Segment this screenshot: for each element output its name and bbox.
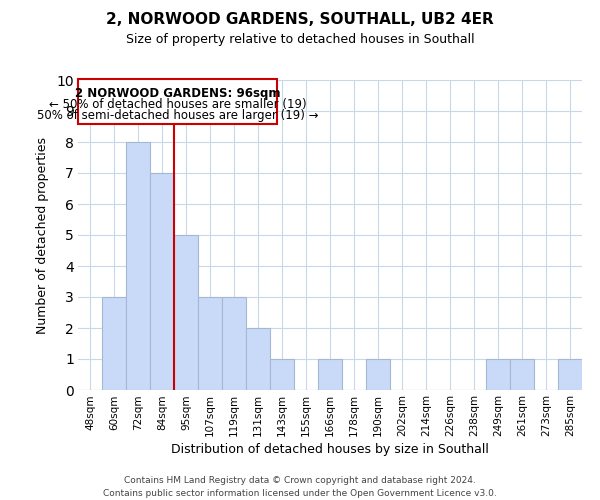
Bar — [102, 297, 126, 390]
Bar — [486, 359, 510, 390]
Bar — [222, 297, 246, 390]
Bar — [126, 142, 150, 390]
Bar — [318, 359, 342, 390]
Text: Size of property relative to detached houses in Southall: Size of property relative to detached ho… — [125, 32, 475, 46]
Y-axis label: Number of detached properties: Number of detached properties — [36, 136, 49, 334]
Bar — [198, 297, 222, 390]
Bar — [558, 359, 582, 390]
X-axis label: Distribution of detached houses by size in Southall: Distribution of detached houses by size … — [171, 443, 489, 456]
Bar — [510, 359, 534, 390]
Bar — [78, 80, 277, 124]
Bar — [246, 328, 270, 390]
Bar — [150, 173, 174, 390]
Text: 2, NORWOOD GARDENS, SOUTHALL, UB2 4ER: 2, NORWOOD GARDENS, SOUTHALL, UB2 4ER — [106, 12, 494, 28]
Text: 2 NORWOOD GARDENS: 96sqm: 2 NORWOOD GARDENS: 96sqm — [75, 87, 280, 100]
Text: Contains public sector information licensed under the Open Government Licence v3: Contains public sector information licen… — [103, 489, 497, 498]
Bar — [174, 235, 198, 390]
Bar — [270, 359, 294, 390]
Text: 50% of semi-detached houses are larger (19) →: 50% of semi-detached houses are larger (… — [37, 108, 319, 122]
Bar — [366, 359, 390, 390]
Text: Contains HM Land Registry data © Crown copyright and database right 2024.: Contains HM Land Registry data © Crown c… — [124, 476, 476, 485]
Text: ← 50% of detached houses are smaller (19): ← 50% of detached houses are smaller (19… — [49, 98, 307, 111]
